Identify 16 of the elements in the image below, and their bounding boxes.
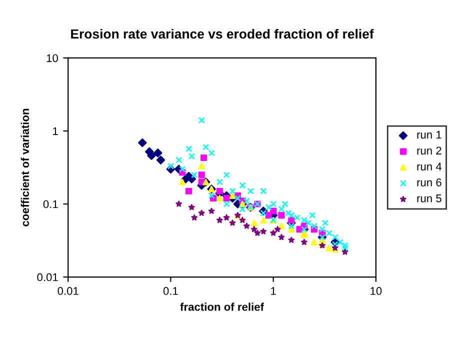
x-tick-label: 0.01 (58, 287, 78, 295)
y-axis-title: coefficient of variation (20, 108, 30, 226)
x-tick-label: 10 (370, 287, 382, 295)
y-tick-label: 0.1 (43, 200, 58, 208)
legend-label: run 6 (417, 178, 442, 186)
y-tick-label: 10 (46, 54, 58, 62)
x-tick-label: 0.1 (163, 287, 178, 295)
x-axis-title: fraction of relief (180, 302, 264, 311)
legend-label: run 5 (417, 194, 442, 202)
legend-label: run 2 (417, 146, 442, 155)
legend-label: run 4 (417, 162, 442, 170)
y-tick-label: 0.01 (37, 273, 58, 282)
x-tick-label: 1 (271, 287, 276, 295)
legend-label: run 1 (417, 130, 442, 139)
y-tick-label: 1 (53, 127, 58, 136)
chart-title: Erosion rate variance vs eroded fraction of relief (71, 28, 374, 39)
